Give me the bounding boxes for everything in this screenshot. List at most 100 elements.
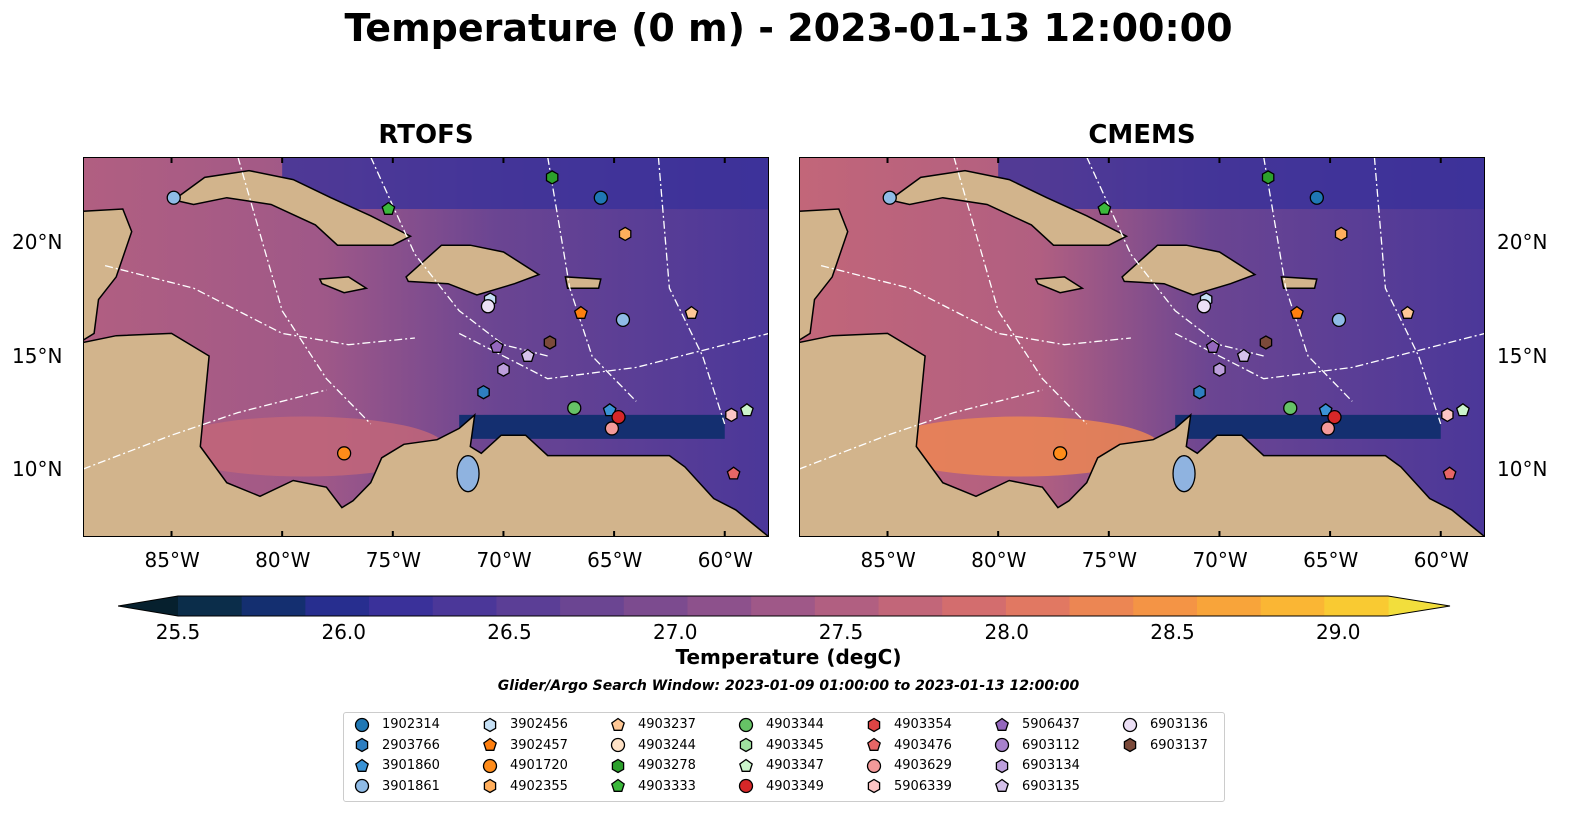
legend-item: 6903112	[994, 736, 1080, 756]
float-4903347	[739, 402, 754, 417]
land-central	[799, 157, 1485, 537]
legend-label: 4903629	[894, 758, 952, 773]
legend-marker	[995, 758, 1009, 773]
legend-marker	[1123, 737, 1137, 753]
float-3902457	[573, 305, 588, 319]
colorbar-segment	[687, 596, 752, 616]
legend-marker	[739, 758, 753, 772]
lat-tick-right-20: 20°N	[1497, 230, 1548, 254]
colorbar-segment	[1069, 596, 1134, 616]
legend-item: 3902457	[482, 736, 568, 756]
float-5906339	[1441, 407, 1454, 423]
float-3901860	[602, 402, 617, 417]
legend-item: 6903136	[1122, 715, 1208, 735]
colorbar-tick-label: 26.5	[487, 620, 532, 644]
figure-title: Temperature (0 m) - 2023-01-13 12:00:00	[344, 6, 1233, 50]
legend-item: 4903344	[738, 715, 824, 735]
lon-tick-label: 60°W	[697, 548, 753, 572]
legend-marker	[867, 717, 881, 732]
legend-item: 4903278	[610, 756, 696, 776]
legend-label: 4903476	[894, 737, 952, 753]
colorbar-tick-label: 27.0	[652, 620, 698, 644]
legend-label: 5906339	[894, 778, 952, 794]
float-4903278	[545, 170, 559, 185]
legend-marker	[611, 758, 625, 773]
legend-marker	[867, 778, 881, 794]
legend-label: 5906437	[1022, 717, 1080, 732]
legend-label: 4901720	[510, 758, 568, 773]
colorbar-segment	[1260, 596, 1325, 616]
float-4903237	[1400, 305, 1415, 319]
colorbar-segment	[623, 596, 689, 616]
colorbar-segment	[178, 596, 243, 616]
legend-label: 6903135	[1022, 778, 1080, 794]
land-cuba	[171, 169, 413, 246]
legend-item: 4903333	[610, 777, 696, 797]
float-4903349	[1327, 409, 1342, 425]
legend-item: 4901720	[482, 756, 568, 776]
legend-item: 6903137	[1122, 736, 1208, 756]
colorbar-segment	[814, 596, 880, 616]
float-4901720	[1052, 446, 1068, 461]
lon-tick-label: 85°W	[860, 548, 916, 572]
legend-marker	[611, 717, 625, 731]
land-hispaniola	[1121, 244, 1257, 296]
rtofs-map	[83, 157, 769, 537]
float-3901861	[1331, 312, 1347, 328]
float-6903137	[1259, 335, 1273, 350]
float-4902355	[618, 226, 632, 242]
colorbar-tick-label: 26.0	[321, 620, 367, 644]
colorbar-segment	[560, 596, 625, 616]
legend-label: 6903112	[1022, 737, 1080, 753]
float-6903134	[1213, 362, 1226, 377]
legend-marker	[483, 737, 497, 751]
colorbar-segment	[1324, 596, 1389, 616]
legend-label: 1902314	[382, 717, 440, 732]
float-4903344	[567, 400, 582, 416]
legend-item: 4903354	[866, 715, 952, 735]
legend-item: 5906437	[994, 715, 1080, 735]
float-4903476	[1442, 466, 1457, 480]
legend-marker	[995, 717, 1009, 731]
colorbar-segment	[305, 596, 370, 616]
legend-marker	[866, 758, 882, 773]
float-6903135	[520, 348, 535, 362]
legend-item: 4903345	[738, 736, 824, 756]
lon-tick-label: 80°W	[971, 548, 1027, 572]
land-central	[83, 157, 769, 537]
legend-label: 4903237	[638, 717, 696, 732]
colorbar-tick-label: 28.0	[984, 620, 1030, 644]
land-hispaniola	[405, 244, 541, 296]
float-4903278	[1261, 170, 1275, 185]
colorbar-segment	[942, 596, 1007, 616]
land-yucatan	[799, 208, 849, 342]
legend-item: 2903766	[354, 736, 440, 756]
legend-marker	[738, 778, 754, 794]
float-5906339	[725, 407, 738, 423]
lat-tick-left-20: 20°N	[12, 230, 63, 254]
legend-label: 3902456	[510, 717, 568, 732]
float-1902314	[593, 190, 608, 205]
legend-label: 6903134	[1022, 758, 1080, 773]
lon-tick-label: 80°W	[255, 548, 311, 572]
legend-marker	[354, 717, 370, 732]
colorbar-segment	[369, 596, 434, 616]
legend-marker	[994, 737, 1010, 753]
colorbar-segment	[1005, 596, 1071, 616]
float-6903136	[480, 299, 496, 314]
legend-item: 3901860	[354, 756, 440, 776]
land-jamaica	[318, 276, 369, 294]
legend-label: 3901861	[382, 778, 440, 794]
lon-tick-label: 70°W	[1192, 548, 1248, 572]
lon-tick-label: 75°W	[365, 548, 422, 572]
float-4902355	[1334, 226, 1348, 242]
float-4903333	[1097, 201, 1112, 215]
legend-label: 3902457	[510, 737, 568, 753]
legend-label: 4902355	[510, 778, 568, 794]
lon-tick-label: 60°W	[1413, 548, 1469, 572]
float-2903766	[477, 384, 490, 400]
legend-label: 6903136	[1150, 717, 1208, 732]
float-4903237	[684, 305, 699, 319]
legend-item: 4903629	[866, 756, 952, 776]
legend-label: 4903244	[638, 737, 696, 753]
